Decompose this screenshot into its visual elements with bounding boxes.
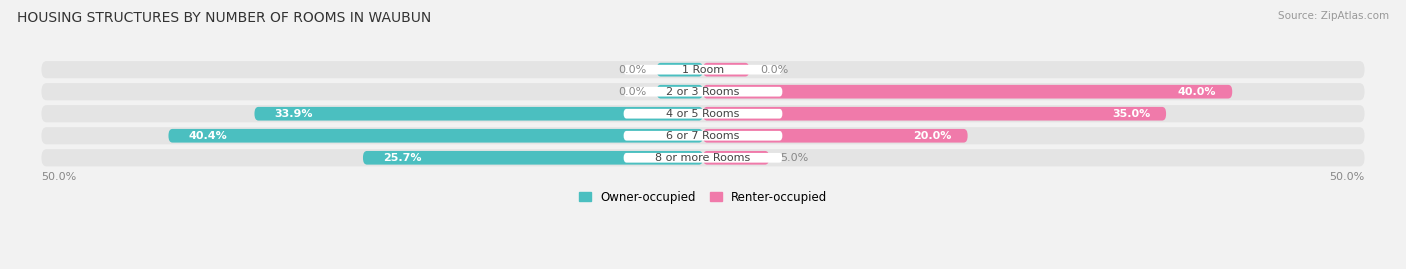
FancyBboxPatch shape [624, 109, 782, 119]
FancyBboxPatch shape [624, 65, 782, 75]
FancyBboxPatch shape [624, 153, 782, 163]
Text: 2 or 3 Rooms: 2 or 3 Rooms [666, 87, 740, 97]
FancyBboxPatch shape [41, 83, 1365, 100]
FancyBboxPatch shape [363, 151, 703, 165]
Legend: Owner-occupied, Renter-occupied: Owner-occupied, Renter-occupied [579, 190, 827, 204]
Text: 20.0%: 20.0% [914, 131, 952, 141]
FancyBboxPatch shape [657, 63, 703, 76]
Text: 6 or 7 Rooms: 6 or 7 Rooms [666, 131, 740, 141]
Text: 0.0%: 0.0% [617, 65, 647, 75]
FancyBboxPatch shape [703, 129, 967, 143]
FancyBboxPatch shape [254, 107, 703, 121]
Text: 5.0%: 5.0% [780, 153, 808, 163]
FancyBboxPatch shape [41, 105, 1365, 122]
Text: 33.9%: 33.9% [274, 109, 312, 119]
FancyBboxPatch shape [703, 63, 749, 76]
FancyBboxPatch shape [41, 127, 1365, 144]
FancyBboxPatch shape [657, 85, 703, 98]
Text: 0.0%: 0.0% [617, 87, 647, 97]
FancyBboxPatch shape [703, 85, 1232, 98]
FancyBboxPatch shape [624, 87, 782, 97]
Text: 25.7%: 25.7% [382, 153, 422, 163]
FancyBboxPatch shape [169, 129, 703, 143]
Text: 0.0%: 0.0% [759, 65, 789, 75]
Text: 4 or 5 Rooms: 4 or 5 Rooms [666, 109, 740, 119]
Text: 50.0%: 50.0% [41, 172, 77, 182]
Text: 8 or more Rooms: 8 or more Rooms [655, 153, 751, 163]
Text: HOUSING STRUCTURES BY NUMBER OF ROOMS IN WAUBUN: HOUSING STRUCTURES BY NUMBER OF ROOMS IN… [17, 11, 432, 25]
FancyBboxPatch shape [624, 131, 782, 141]
Text: 1 Room: 1 Room [682, 65, 724, 75]
FancyBboxPatch shape [41, 61, 1365, 78]
Text: 35.0%: 35.0% [1112, 109, 1150, 119]
Text: 40.0%: 40.0% [1178, 87, 1216, 97]
FancyBboxPatch shape [703, 151, 769, 165]
Text: Source: ZipAtlas.com: Source: ZipAtlas.com [1278, 11, 1389, 21]
Text: 50.0%: 50.0% [1329, 172, 1365, 182]
FancyBboxPatch shape [703, 107, 1166, 121]
Text: 40.4%: 40.4% [188, 131, 228, 141]
FancyBboxPatch shape [41, 149, 1365, 166]
